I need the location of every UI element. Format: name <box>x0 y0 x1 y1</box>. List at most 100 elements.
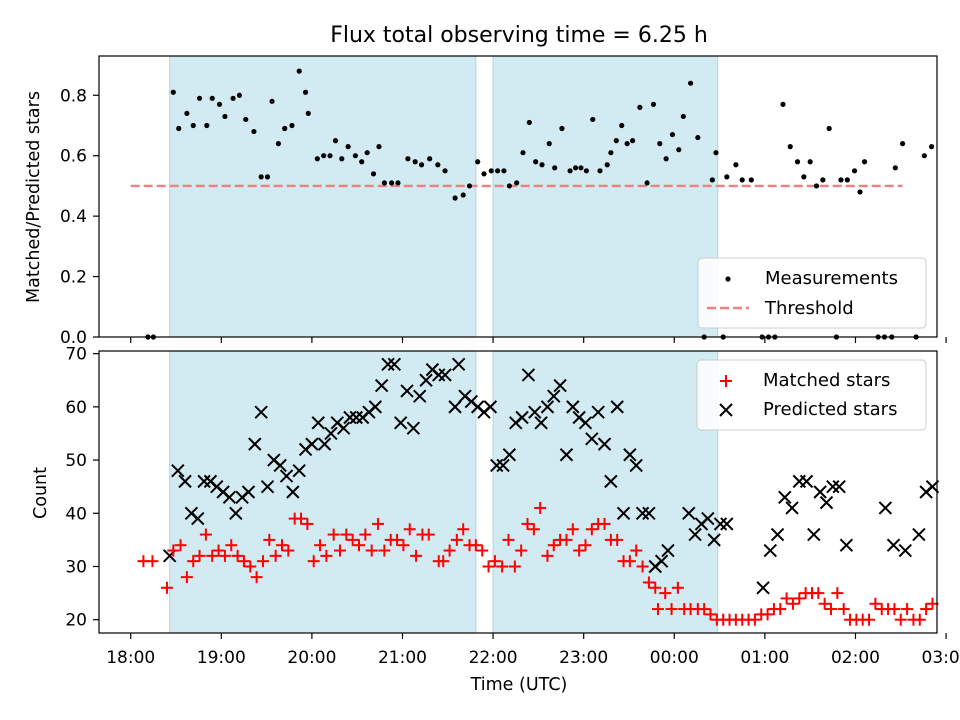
predicted-point <box>778 490 792 505</box>
measurement-point <box>794 159 801 165</box>
predicted-point <box>393 416 408 430</box>
matched-point <box>547 539 560 552</box>
ratio-panel: 0.00.20.40.60.8 Matched/Predicted stars … <box>24 55 947 348</box>
measurement-point <box>488 168 494 174</box>
measurement-point <box>222 113 228 120</box>
matched-point <box>837 603 850 616</box>
predicted-point <box>807 527 821 542</box>
predicted-point <box>171 464 185 478</box>
predicted-point <box>400 384 414 398</box>
matched-point <box>761 608 774 621</box>
measurement-point <box>243 116 249 123</box>
measurement-point <box>466 183 473 189</box>
predicted-point <box>343 410 357 425</box>
matched-point <box>225 539 238 552</box>
legend-matched-label: Matched stars <box>763 370 890 391</box>
matched-point <box>630 544 643 557</box>
matched-point <box>521 517 534 530</box>
y-tick-label: 0.2 <box>60 268 87 288</box>
measurement-point <box>695 134 701 141</box>
predicted-point <box>878 501 893 515</box>
predicted-point <box>819 495 834 510</box>
measurement-point <box>190 122 196 129</box>
matched-point <box>642 576 655 589</box>
predicted-point <box>540 400 555 414</box>
matched-point <box>231 549 244 562</box>
ratio-x-ticks <box>130 337 947 343</box>
measurement-point <box>820 177 826 183</box>
predicted-point <box>770 527 785 542</box>
matched-point <box>780 592 793 605</box>
measurement-point <box>216 101 223 107</box>
matched-point <box>665 603 678 616</box>
predicted-point <box>248 437 262 451</box>
measurement-point <box>546 141 552 147</box>
predicted-point <box>381 357 395 372</box>
predicted-point <box>756 581 770 595</box>
measurement-point <box>680 113 686 120</box>
matched-point <box>174 539 187 552</box>
predicted-point <box>451 357 466 372</box>
predicted-point <box>610 400 624 414</box>
measurement-point <box>539 162 545 168</box>
count-legend: Matched stars Predicted stars <box>696 359 927 431</box>
predicted-point <box>813 485 827 499</box>
matched-point <box>295 512 308 525</box>
matched-point <box>346 533 359 546</box>
matched-point <box>263 533 276 546</box>
predicted-point <box>785 501 799 515</box>
measurement-point <box>613 138 619 144</box>
predicted-point <box>502 448 517 462</box>
matched-point <box>206 549 219 562</box>
measurement-point <box>663 156 669 162</box>
matched-point <box>651 603 664 616</box>
y-tick-label: 0.4 <box>60 207 87 227</box>
matched-point <box>391 533 404 546</box>
measurement-point <box>583 168 589 174</box>
matched-point <box>167 544 180 557</box>
predicted-point <box>528 405 542 419</box>
matched-point <box>333 544 346 557</box>
measurement-point <box>650 101 657 107</box>
measurement-point <box>314 156 320 162</box>
shaded-region-1 <box>492 55 719 338</box>
predicted-point <box>553 378 567 393</box>
measurement-point <box>604 162 610 168</box>
legend-predicted-marker <box>719 403 733 417</box>
matched-point <box>397 539 410 552</box>
y-tick-label: 50 <box>65 451 87 471</box>
measurement-point <box>475 159 481 165</box>
measurement-point <box>844 177 850 183</box>
predicted-point <box>591 405 605 419</box>
predicted-point <box>682 506 696 520</box>
measurement-point <box>514 180 520 186</box>
bottom-shaded-regions <box>169 350 719 634</box>
predicted-point <box>578 416 593 430</box>
predicted-point <box>839 538 854 552</box>
matched-point <box>269 549 282 562</box>
matched-point <box>579 539 592 552</box>
predicted-point <box>254 405 268 419</box>
predicted-point <box>604 474 618 489</box>
predicted-point <box>826 479 840 494</box>
x-tick-label: 18:00 <box>106 648 155 668</box>
measurement-point <box>644 180 650 186</box>
predicted-point <box>912 527 926 542</box>
measurement-point <box>559 125 565 132</box>
matched-point <box>812 587 825 600</box>
matched-point <box>508 560 521 573</box>
predicted-point <box>515 410 529 425</box>
predicted-point <box>534 416 548 430</box>
measurement-point <box>826 125 832 132</box>
measurement-point <box>282 125 288 132</box>
measurement-point <box>327 153 333 159</box>
measurement-point <box>395 180 401 186</box>
matched-point <box>327 528 340 541</box>
predicted-point <box>197 474 211 489</box>
measurement-point <box>289 122 295 129</box>
measurement-point <box>435 162 441 168</box>
matched-point <box>437 555 450 568</box>
matched-point <box>611 533 624 546</box>
measurement-point <box>381 180 387 186</box>
predicted-point <box>616 506 631 520</box>
